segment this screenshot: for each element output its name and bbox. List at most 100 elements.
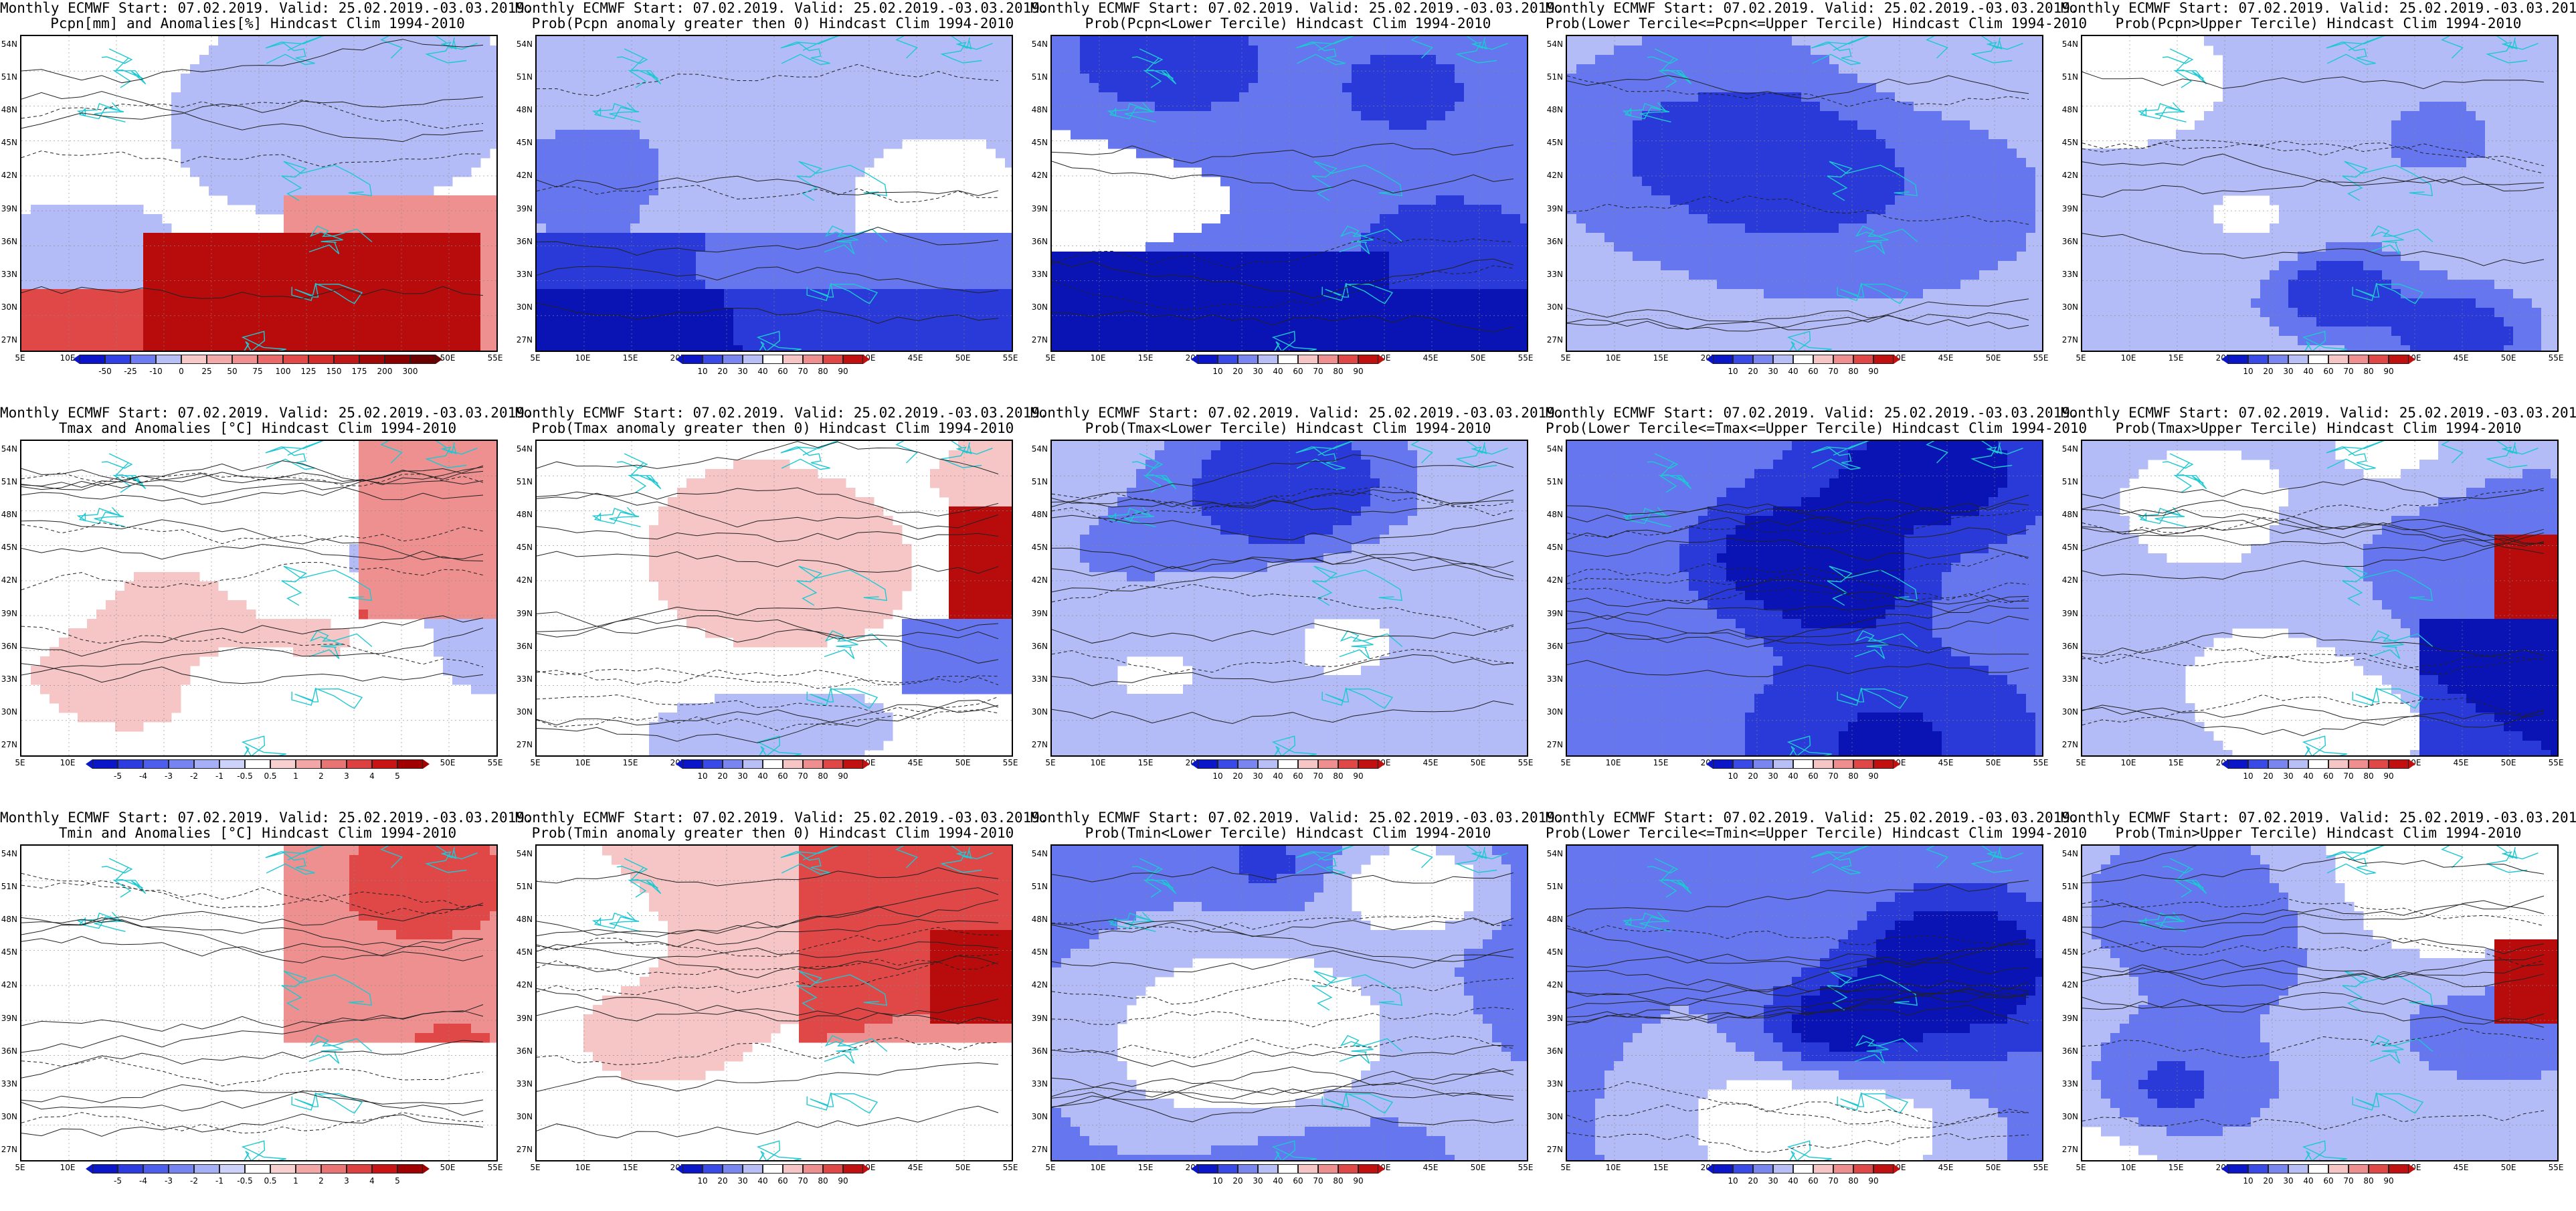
panel-title-line1: Monthly ECMWF Start: 07.02.2019. Valid: … [515, 810, 1030, 826]
latitude-label: 27N [1546, 1145, 1563, 1154]
longitude-label: 10E [60, 758, 76, 767]
longitude-label: 50E [1986, 353, 2001, 363]
latitude-label: 33N [1546, 674, 1563, 684]
latitude-label: 51N [1546, 882, 1563, 891]
forecast-panel: Monthly ECMWF Start: 07.02.2019. Valid: … [515, 405, 1030, 806]
colorbar-tick-label: 1 [293, 771, 298, 781]
colorbar-swatch [843, 759, 863, 769]
latitude-label: 48N [2061, 510, 2078, 519]
colorbar-min-arrow [1191, 1164, 1198, 1174]
colorbar-swatch [296, 759, 321, 769]
latitude-label: 48N [0, 105, 17, 114]
panel-title-line2: Prob(Tmax anomaly greater then 0) Hindca… [515, 420, 1030, 436]
latitude-label: 39N [515, 609, 533, 618]
colorbar-swatch [2248, 355, 2268, 364]
latitude-label: 42N [2061, 171, 2078, 180]
panel-title-line2: Prob(Tmax<Lower Tercile) Hindcast Clim 1… [1030, 420, 1546, 436]
latitude-label: 27N [1546, 740, 1563, 749]
colorbar-swatch [2349, 1164, 2369, 1174]
colorbar-swatch [803, 1164, 823, 1174]
latitude-label: 54N [0, 39, 17, 49]
colorbar-tick-label: 20 [1232, 771, 1243, 781]
colorbar-swatch [703, 355, 723, 364]
latitude-label: 39N [0, 609, 17, 618]
colorbar-swatch [1853, 1164, 1873, 1174]
longitude-label: 15E [1653, 758, 1669, 767]
latitude-label: 33N [0, 1079, 17, 1089]
colorbar-tick-label: 5 [395, 1176, 400, 1186]
panel-title-line1: Monthly ECMWF Start: 07.02.2019. Valid: … [1030, 0, 1546, 16]
longitude-label: 50E [1986, 1163, 2001, 1172]
longitude-label: 5E [15, 758, 25, 767]
colorbar-tick-label: 40 [1273, 367, 1283, 376]
colorbar-swatch [1813, 355, 1833, 364]
colorbar-swatch [1298, 355, 1318, 364]
latitude-label: 27N [1030, 740, 1048, 749]
latitude-label: 48N [515, 105, 533, 114]
colorbar-swatch [1753, 355, 1773, 364]
colorbar-tick-label: 60 [1808, 1176, 1818, 1186]
colorbar-swatch [2389, 759, 2409, 769]
colorbar-tick-label: 60 [2323, 367, 2333, 376]
latitude-label: 45N [1546, 947, 1563, 957]
longitude-label: 50E [2501, 1163, 2516, 1172]
longitude-label: 45E [908, 758, 923, 767]
colorbar-tick-label: 70 [1313, 367, 1323, 376]
latitude-label: 54N [2061, 39, 2078, 49]
longitude-label: 50E [2501, 758, 2516, 767]
latitude-label: 33N [1546, 270, 1563, 279]
colorbar-tick-label: 40 [2303, 367, 2313, 376]
colorbar-swatch [823, 1164, 843, 1174]
colorbar-swatch [763, 355, 783, 364]
colorbar-swatch [296, 1164, 321, 1174]
latitude-label: 54N [2061, 444, 2078, 454]
longitude-label: 55E [1518, 1163, 1534, 1172]
longitude-label: 45E [2454, 353, 2469, 363]
latitude-label: 48N [1030, 510, 1048, 519]
latitude-label: 54N [0, 444, 17, 454]
colorbar-swatch [2288, 1164, 2308, 1174]
longitude-label: 55E [1003, 1163, 1018, 1172]
colorbar-tick-label: 175 [352, 367, 367, 376]
colorbar-swatch [156, 355, 181, 364]
colorbar-swatch [1873, 1164, 1894, 1174]
latitude-label: 42N [0, 171, 17, 180]
colorbar-tick-label: 80 [1333, 1176, 1343, 1186]
longitude-label: 50E [1471, 1163, 1486, 1172]
panel-title-line2: Prob(Pcpn anomaly greater then 0) Hindca… [515, 15, 1030, 31]
colorbar-swatch [1853, 759, 1873, 769]
colorbar-tick-label: 30 [1768, 771, 1778, 781]
panel-title-line1: Monthly ECMWF Start: 07.02.2019. Valid: … [0, 0, 515, 16]
latitude-label: 42N [0, 980, 17, 990]
colorbar-max-arrow [2409, 1164, 2415, 1174]
latitude-label: 27N [515, 1145, 533, 1154]
colorbar-tick-label: 80 [1333, 771, 1343, 781]
latitude-label: 42N [2061, 980, 2078, 990]
panel-title-line2: Prob(Lower Tercile<=Tmax<=Upper Tercile)… [1546, 420, 2061, 436]
shaded-field [649, 441, 1012, 755]
panel-title-line2: Prob(Tmin anomaly greater then 0) Hindca… [515, 825, 1030, 841]
longitude-label: 55E [2033, 1163, 2049, 1172]
colorbar-tick-label: 5 [395, 771, 400, 781]
longitude-label: 5E [15, 1163, 25, 1172]
colorbar-tick-label: 60 [1808, 367, 1818, 376]
colorbar-swatch [2268, 759, 2288, 769]
latitude-label: 48N [1030, 915, 1048, 924]
colorbar-tick-label: -4 [139, 1176, 147, 1186]
colorbar-swatch [347, 1164, 372, 1174]
colorbar-swatch [245, 759, 270, 769]
colorbar-swatch [823, 759, 843, 769]
latitude-label: 27N [0, 335, 17, 345]
colorbar-tick-label: 40 [1788, 367, 1798, 376]
colorbar-tick-label: 20 [2263, 367, 2273, 376]
colorbar-tick-label: 50 [227, 367, 237, 376]
longitude-label: 5E [1560, 1163, 1570, 1172]
latitude-label: 36N [1546, 237, 1563, 246]
colorbar-max-arrow [863, 1164, 870, 1174]
colorbar-swatch [1218, 355, 1238, 364]
colorbar-tick-label: 70 [798, 1176, 808, 1186]
colorbar-swatch [372, 1164, 397, 1174]
latitude-label: 39N [2061, 1014, 2078, 1023]
